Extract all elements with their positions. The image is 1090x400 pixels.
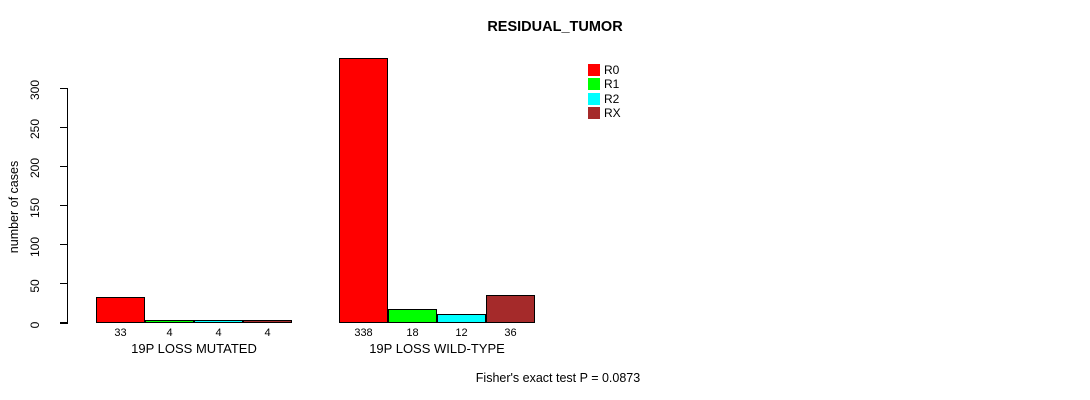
bar-rx-1 — [243, 319, 292, 323]
bar-r1-1 — [145, 319, 194, 323]
legend-item-r0: R0 — [588, 62, 620, 77]
bar-value-label: 12 — [455, 326, 468, 339]
legend-swatch-r0 — [588, 63, 600, 76]
bar-rx-2 — [486, 294, 535, 323]
legend-label-r0: R0 — [604, 62, 620, 77]
y-axis-tick-label-text: 300 — [28, 80, 42, 101]
bar-r2-1 — [194, 319, 243, 323]
y-axis-tick — [59, 205, 67, 207]
y-axis-tick — [59, 244, 67, 246]
bar-r2-2 — [437, 313, 486, 323]
bar-r1-2 — [388, 308, 437, 323]
y-axis-tick — [59, 283, 67, 285]
y-axis-tick — [59, 322, 67, 324]
y-axis-tick — [59, 165, 67, 168]
y-axis-tick-label-text: 0 — [28, 321, 42, 329]
y-axis-tick — [59, 87, 67, 89]
legend-item-r2: R2 — [588, 91, 620, 106]
bar-value-label: 4 — [264, 326, 271, 339]
y-axis-line — [66, 87, 68, 324]
y-axis-tick-label-text: 150 — [28, 197, 42, 218]
y-axis-tick-label-text: 200 — [28, 158, 42, 179]
x-axis-category-label: 19P LOSS MUTATED — [131, 340, 257, 356]
x-axis-category-label: 19P LOSS WILD-TYPE — [369, 340, 505, 356]
bar-value-label: 36 — [504, 326, 517, 339]
legend-label-rx: RX — [604, 106, 621, 121]
bar-value-label: 33 — [114, 326, 127, 339]
fisher-test-annotation: Fisher's exact test P = 0.0873 — [475, 371, 641, 385]
legend-item-rx: RX — [588, 106, 621, 121]
legend-swatch-r1 — [588, 78, 600, 91]
legend-item-r1: R1 — [588, 77, 620, 92]
bar-value-label: 338 — [354, 326, 373, 339]
y-axis-tick-label-text: 250 — [28, 119, 42, 140]
y-axis-tick-label-text: 50 — [28, 279, 42, 293]
bar-value-label: 4 — [166, 326, 173, 339]
y-axis-tick-label-text: 100 — [28, 236, 42, 257]
y-axis-tick — [59, 126, 67, 128]
bar-r0-1 — [96, 297, 145, 323]
legend-label-r1: R1 — [604, 77, 620, 92]
bar-value-label: 4 — [215, 326, 222, 339]
legend-label-r2: R2 — [604, 91, 620, 106]
bar-value-label: 18 — [406, 326, 419, 339]
legend-swatch-rx — [588, 107, 600, 120]
legend-swatch-r2 — [588, 92, 600, 105]
chart-title: RESIDUAL_TUMOR — [487, 19, 623, 35]
bar-r0-2 — [339, 58, 388, 323]
